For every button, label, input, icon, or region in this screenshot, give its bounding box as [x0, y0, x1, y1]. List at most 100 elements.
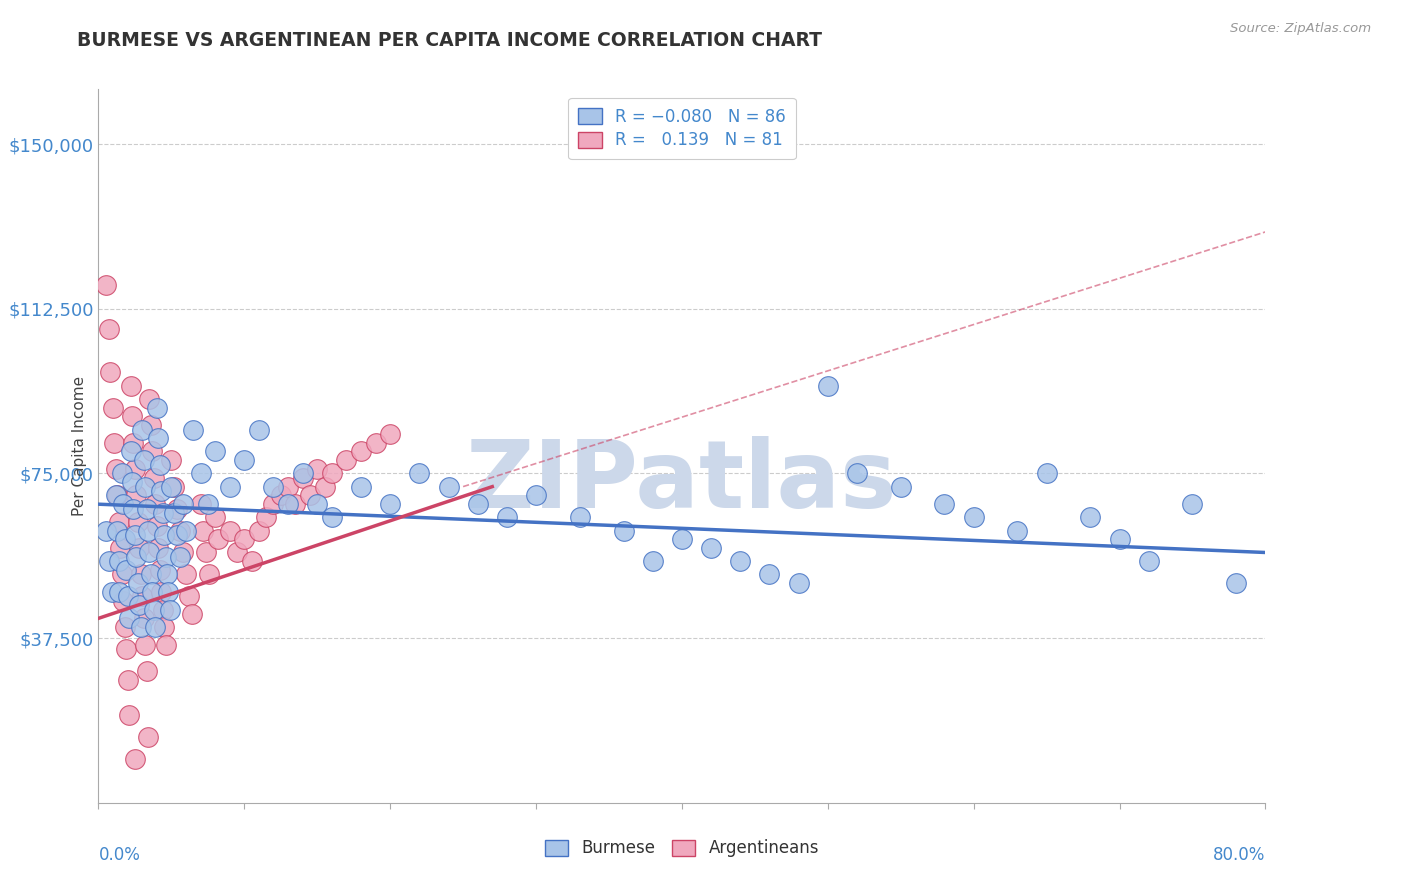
Point: [94, 524, 117, 538]
Point: [117, 673, 139, 687]
Point: [131, 590, 153, 604]
Point: [612, 524, 634, 538]
Point: [105, 488, 128, 502]
Point: [141, 444, 163, 458]
Point: [1108, 533, 1130, 547]
Point: [270, 488, 292, 502]
Point: [172, 497, 194, 511]
Point: [700, 541, 723, 555]
Point: [128, 541, 150, 555]
Point: [148, 541, 170, 555]
Point: [157, 585, 180, 599]
Point: [121, 475, 143, 490]
Point: [118, 708, 141, 723]
Point: [110, 541, 132, 555]
Point: [218, 524, 240, 538]
Point: [159, 602, 181, 616]
Point: [114, 533, 136, 547]
Point: [94, 277, 117, 292]
Text: 80.0%: 80.0%: [1213, 846, 1265, 863]
Point: [111, 567, 134, 582]
Point: [111, 467, 134, 481]
Point: [153, 620, 176, 634]
Point: [142, 471, 165, 485]
Point: [962, 510, 984, 524]
Point: [134, 480, 156, 494]
Point: [1035, 467, 1057, 481]
Text: Source: ZipAtlas.com: Source: ZipAtlas.com: [1230, 22, 1371, 36]
Point: [122, 501, 145, 516]
Point: [226, 545, 249, 559]
Point: [122, 435, 145, 450]
Point: [129, 620, 152, 634]
Point: [169, 524, 191, 538]
Point: [364, 435, 387, 450]
Point: [100, 585, 122, 599]
Point: [190, 467, 212, 481]
Point: [146, 401, 169, 415]
Point: [181, 423, 204, 437]
Point: [139, 567, 162, 582]
Point: [496, 510, 519, 524]
Point: [152, 506, 174, 520]
Point: [568, 510, 591, 524]
Point: [103, 435, 125, 450]
Text: BURMESE VS ARGENTINEAN PER CAPITA INCOME CORRELATION CHART: BURMESE VS ARGENTINEAN PER CAPITA INCOME…: [77, 31, 823, 50]
Point: [104, 462, 127, 476]
Point: [117, 590, 139, 604]
Point: [408, 467, 430, 481]
Point: [350, 480, 373, 494]
Point: [120, 444, 142, 458]
Point: [97, 554, 120, 568]
Point: [146, 519, 169, 533]
Point: [114, 620, 136, 634]
Point: [124, 462, 146, 476]
Point: [180, 607, 202, 621]
Point: [112, 497, 135, 511]
Point: [125, 549, 148, 564]
Legend: Burmese, Argentineans: Burmese, Argentineans: [536, 831, 828, 866]
Point: [335, 453, 357, 467]
Point: [817, 378, 839, 392]
Point: [132, 453, 155, 467]
Point: [204, 444, 226, 458]
Point: [218, 480, 240, 494]
Point: [120, 378, 142, 392]
Point: [150, 585, 173, 599]
Point: [240, 554, 263, 568]
Point: [174, 567, 197, 582]
Point: [108, 554, 131, 568]
Point: [314, 480, 336, 494]
Point: [163, 506, 186, 520]
Point: [169, 549, 191, 564]
Point: [730, 554, 752, 568]
Point: [846, 467, 869, 481]
Point: [142, 602, 165, 616]
Point: [148, 431, 170, 445]
Point: [150, 483, 173, 498]
Point: [141, 585, 163, 599]
Point: [131, 423, 153, 437]
Point: [321, 510, 343, 524]
Point: [166, 528, 188, 542]
Point: [307, 497, 329, 511]
Point: [125, 488, 148, 502]
Point: [127, 576, 149, 591]
Point: [233, 533, 256, 547]
Point: [277, 480, 299, 494]
Point: [104, 488, 127, 502]
Point: [380, 426, 402, 441]
Point: [195, 545, 218, 559]
Point: [121, 409, 143, 424]
Point: [118, 611, 141, 625]
Point: [198, 567, 221, 582]
Point: [152, 602, 174, 616]
Point: [138, 545, 160, 559]
Point: [380, 497, 402, 511]
Point: [1080, 510, 1102, 524]
Point: [277, 497, 299, 511]
Point: [524, 488, 547, 502]
Point: [890, 480, 912, 494]
Point: [177, 590, 200, 604]
Y-axis label: Per Capita Income: Per Capita Income: [72, 376, 87, 516]
